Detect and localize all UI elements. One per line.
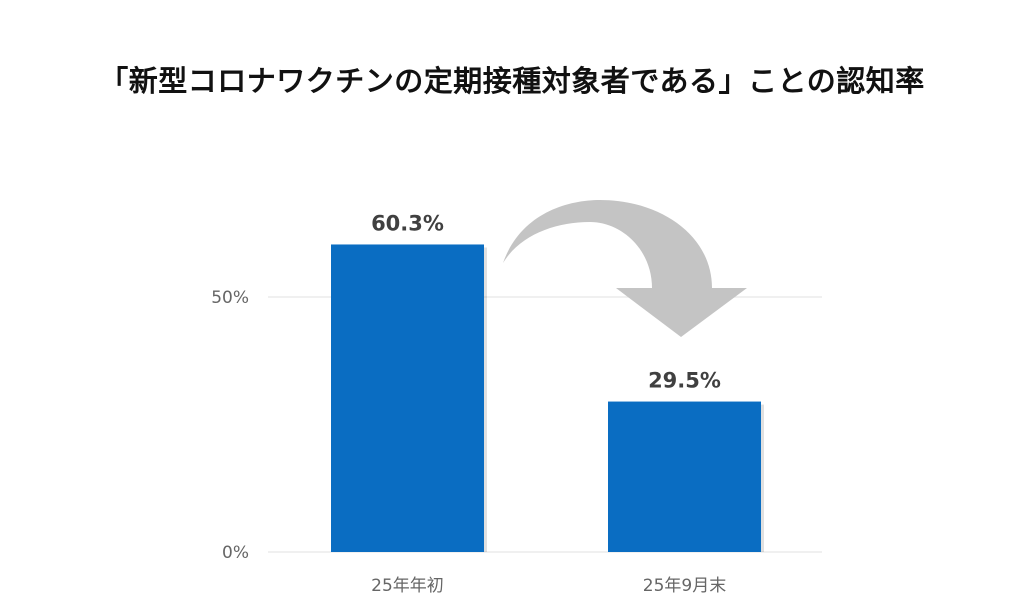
chart-title: 「新型コロナワクチンの定期接種対象者である」ことの認知率 bbox=[99, 64, 925, 98]
x-tick-label: 25年9月末 bbox=[643, 576, 726, 596]
y-tick-label: 0% bbox=[222, 543, 249, 563]
data-label: 29.5% bbox=[648, 369, 721, 393]
curved-arrow-icon bbox=[503, 200, 747, 337]
x-tick-label: 25年年初 bbox=[371, 576, 444, 596]
bar bbox=[331, 244, 484, 552]
data-label: 60.3% bbox=[371, 211, 444, 235]
bar bbox=[608, 401, 761, 552]
y-tick-label: 50% bbox=[211, 288, 249, 308]
